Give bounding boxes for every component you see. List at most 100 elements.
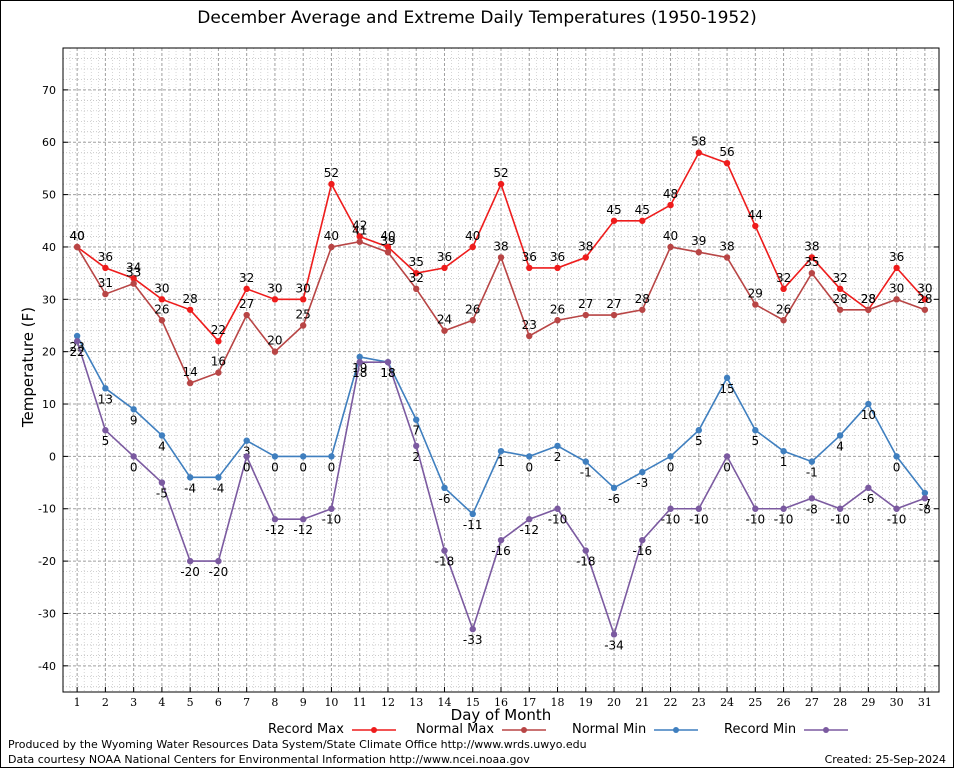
data-label-normal-max: 28 [861,292,876,306]
data-point-record-max [836,285,844,293]
x-tick-label: 13 [409,696,423,709]
data-point-record-min [158,479,166,486]
data-point-normal-max [639,306,646,313]
data-point-record-max [271,296,279,303]
data-label-record-max: 56 [719,145,734,159]
x-tick-label: 8 [271,696,278,709]
data-point-normal-min [271,453,279,460]
data-point-record-max [723,159,731,167]
data-point-normal-max [413,285,420,293]
x-tick-label: 12 [381,696,395,709]
data-point-record-max [808,254,816,261]
y-tick-label: -30 [38,607,56,620]
data-point-record-min [893,505,900,512]
x-tick-label: 15 [466,696,480,709]
data-point-record-min [413,442,420,450]
x-tick-label: 17 [522,696,536,709]
data-point-record-max [893,264,900,272]
data-point-normal-max [186,379,194,387]
data-point-record-min [215,557,222,565]
data-point-record-min [497,536,505,544]
data-label-normal-max: 40 [69,229,84,243]
data-label-normal-min: 7 [412,424,420,438]
data-label-record-max: 32 [832,271,847,285]
x-tick-label: 19 [579,696,593,709]
y-tick-label: 10 [42,398,56,411]
data-point-normal-min [441,484,448,492]
data-label-normal-max: 27 [606,297,621,311]
data-label-normal-min: 0 [271,460,279,474]
data-point-record-min [865,484,872,492]
x-tick-label: 11 [353,696,367,709]
data-point-record-min [695,505,703,512]
data-point-record-min [469,625,476,633]
data-label-normal-max: 41 [352,224,367,238]
data-point-normal-min [582,458,589,465]
data-label-record-min: -18 [576,555,596,569]
data-point-normal-min [893,453,900,460]
data-label-record-min: -10 [689,513,709,527]
data-label-record-max: 44 [748,208,763,222]
data-label-normal-min: -3 [636,476,648,490]
data-point-normal-min [73,332,81,340]
legend-label-record-max: Record Max [268,722,344,737]
data-label-record-min: -10 [774,513,794,527]
data-point-normal-max [780,317,787,324]
data-label-record-min: 5 [102,434,110,448]
data-label-normal-min: 15 [719,382,734,396]
data-point-record-max [582,254,589,261]
data-point-normal-max [610,311,618,319]
data-point-normal-min [610,484,618,492]
y-tick-label: 60 [42,136,56,149]
data-label-record-min: -12 [519,523,539,537]
data-point-normal-min [526,453,533,460]
legend-label-record-min: Record Min [724,722,797,737]
data-label-record-min: -8 [806,502,818,516]
data-label-normal-min: 0 [328,460,336,474]
data-point-record-max [356,233,363,240]
data-point-normal-max [73,243,81,251]
data-label-normal-min: 19 [352,361,367,375]
data-point-record-max [752,222,759,230]
data-point-record-max [158,296,166,303]
data-label-normal-max: 33 [126,266,141,280]
data-label-normal-max: 38 [493,239,508,253]
data-label-record-max: 45 [606,203,621,217]
data-label-normal-max: 39 [380,234,395,248]
data-point-normal-min [413,416,420,423]
data-label-record-max: 30 [296,281,311,295]
data-point-record-max [554,264,561,272]
data-label-record-min: -10 [830,513,850,527]
data-label-record-min: -33 [463,633,483,647]
data-point-normal-max [328,243,335,251]
data-label-normal-min: 0 [667,460,675,474]
data-point-normal-min [299,453,307,460]
data-point-normal-min [865,400,872,408]
x-tick-label: 7 [243,696,250,709]
data-label-normal-min: 13 [98,392,113,406]
data-label-record-max: 38 [578,239,593,253]
data-point-record-min [130,453,137,460]
data-point-normal-min [243,437,250,444]
data-point-normal-min [695,427,703,434]
data-label-normal-max: 35 [804,255,819,269]
data-point-normal-min [836,432,844,439]
data-point-record-min [328,505,335,512]
data-label-normal-max: 23 [522,318,537,332]
data-point-record-max [130,275,137,282]
data-label-normal-max: 26 [550,302,565,316]
data-label-record-max: 48 [663,187,678,201]
data-label-record-min: -16 [632,544,652,558]
data-point-normal-max [582,311,589,319]
data-point-record-max [497,180,505,188]
footer-data-courtesy: Data courtesy NOAA National Centers for … [8,753,530,766]
data-label-record-max: 36 [98,250,113,264]
data-point-normal-max [808,269,816,277]
data-label-record-max: 42 [352,218,367,232]
data-label-record-max: 30 [267,281,282,295]
x-tick-label: 20 [607,696,621,709]
x-tick-label: 10 [324,696,338,709]
data-label-normal-min: 5 [752,434,760,448]
x-tick-label: 18 [551,696,565,709]
data-point-record-min [356,358,363,366]
